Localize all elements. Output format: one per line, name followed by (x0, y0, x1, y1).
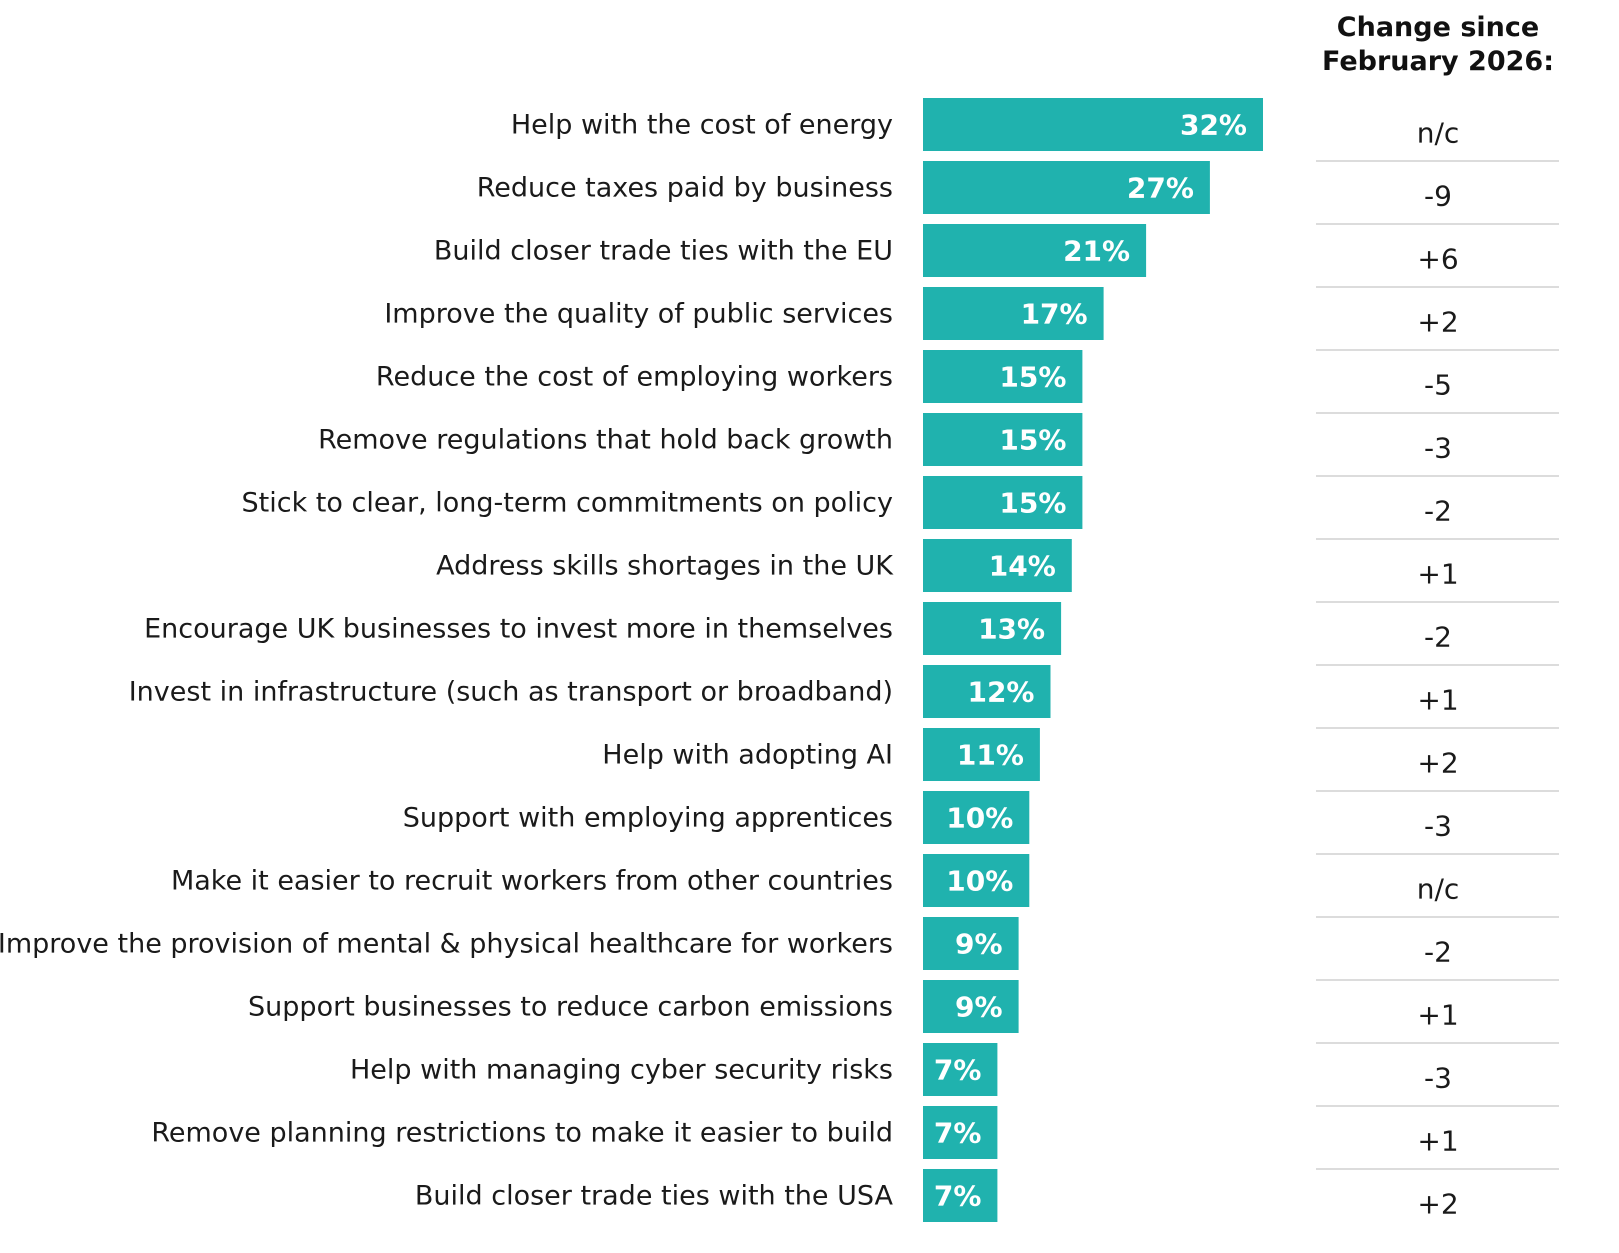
change-value: -2 (1424, 621, 1452, 654)
bar-value-label: 15% (999, 424, 1066, 457)
bar (923, 602, 1062, 655)
bar-value-label: 13% (978, 613, 1045, 646)
category-label: Invest in infrastructure (such as transp… (129, 677, 893, 708)
bar (923, 287, 1104, 340)
bar (923, 1169, 998, 1222)
bar-value-label: 11% (957, 739, 1024, 772)
category-label: Encourage UK businesses to invest more i… (144, 614, 893, 645)
change-value: n/c (1417, 117, 1460, 150)
change-value: +2 (1417, 747, 1458, 780)
category-label: Reduce taxes paid by business (477, 173, 893, 204)
bar-value-label: 15% (999, 487, 1066, 520)
bar-value-label: 21% (1063, 235, 1130, 268)
change-value: +2 (1417, 306, 1458, 339)
bar-value-label: 15% (999, 361, 1066, 394)
category-label: Build closer trade ties with the EU (434, 236, 893, 267)
bar (923, 917, 1019, 970)
change-value: +1 (1417, 684, 1458, 717)
category-label: Build closer trade ties with the USA (415, 1181, 894, 1212)
bar-value-label: 10% (946, 865, 1013, 898)
category-label: Improve the quality of public services (384, 299, 893, 330)
bar-value-label: 9% (955, 928, 1003, 961)
change-value: -2 (1424, 495, 1452, 528)
bar (923, 1043, 998, 1096)
bar (923, 1106, 998, 1159)
change-value: +6 (1417, 243, 1458, 276)
bar-value-label: 12% (967, 676, 1034, 709)
change-value: -3 (1424, 1062, 1452, 1095)
bar-value-label: 9% (955, 991, 1003, 1024)
change-value: +1 (1417, 999, 1458, 1032)
category-label: Address skills shortages in the UK (436, 551, 894, 582)
change-value: -2 (1424, 936, 1452, 969)
category-label: Remove planning restrictions to make it … (151, 1118, 893, 1149)
change-header-line-2: February 2026: (1322, 46, 1554, 77)
category-label: Support businesses to reduce carbon emis… (248, 992, 893, 1023)
change-value: -3 (1424, 432, 1452, 465)
bar (923, 539, 1072, 592)
bar (923, 728, 1040, 781)
change-value: +1 (1417, 558, 1458, 591)
category-label: Improve the provision of mental & physic… (0, 929, 893, 960)
bar-value-label: 7% (934, 1117, 982, 1150)
bar-value-label: 10% (946, 802, 1013, 835)
bar (923, 224, 1147, 277)
bar-value-label: 14% (989, 550, 1056, 583)
category-label: Help with the cost of energy (511, 110, 893, 141)
bar (923, 476, 1083, 529)
bar-value-label: 27% (1127, 172, 1194, 205)
bar-value-label: 7% (934, 1054, 982, 1087)
category-label: Stick to clear, long-term commitments on… (242, 488, 894, 519)
bar (923, 98, 1263, 151)
category-label: Make it easier to recruit workers from o… (171, 866, 893, 897)
change-value: +2 (1417, 1188, 1458, 1221)
change-value: +1 (1417, 1125, 1458, 1158)
change-value: -3 (1424, 810, 1452, 843)
bar-value-label: 7% (934, 1180, 982, 1213)
bar (923, 980, 1019, 1033)
bar (923, 161, 1210, 214)
category-label: Remove regulations that hold back growth (318, 425, 893, 456)
bar (923, 665, 1051, 718)
category-label: Reduce the cost of employing workers (376, 362, 893, 393)
bar (923, 413, 1083, 466)
category-label: Help with managing cyber security risks (350, 1055, 893, 1086)
change-header-line-1: Change since (1337, 12, 1539, 43)
bar-value-label: 32% (1180, 109, 1247, 142)
change-value: -9 (1424, 180, 1452, 213)
category-label: Help with adopting AI (602, 740, 893, 771)
bar (923, 791, 1030, 844)
bar-value-label: 17% (1021, 298, 1088, 331)
change-value: -5 (1424, 369, 1452, 402)
bar (923, 350, 1083, 403)
change-value: n/c (1417, 873, 1460, 906)
bar (923, 854, 1030, 907)
chart-rows: Help with the cost of energy 32% n/c Reduce… (0, 98, 1559, 1222)
category-label: Support with employing apprentices (403, 803, 893, 834)
